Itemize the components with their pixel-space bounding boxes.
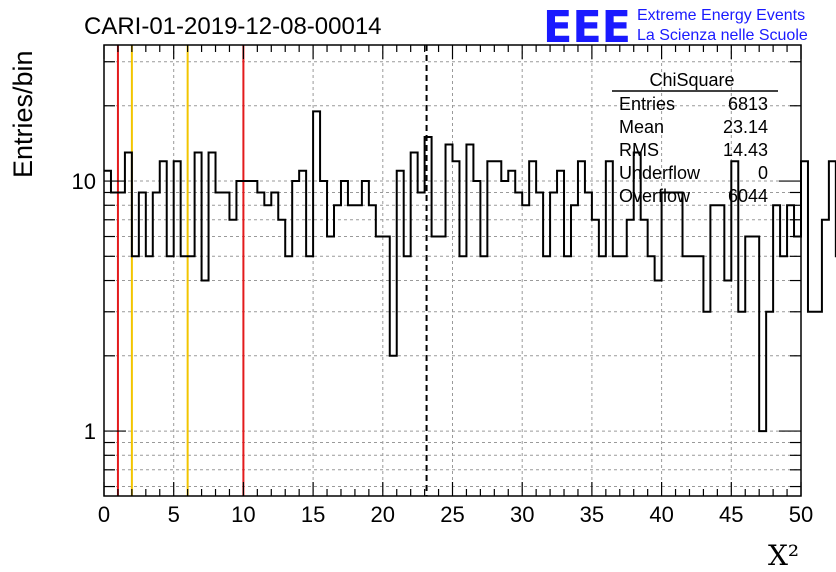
x-tick-label: 45 [719, 502, 743, 527]
x-tick-label: 50 [789, 502, 813, 527]
x-tick-label: 35 [580, 502, 604, 527]
stats-value: 14.43 [723, 140, 768, 160]
stats-value: 23.14 [723, 117, 768, 137]
axis-ticks [103, 45, 802, 496]
logo-mark: EEE [543, 2, 631, 53]
x-tick-label: 30 [510, 502, 534, 527]
stats-label: Entries [619, 94, 675, 114]
stats-label: Overflow [619, 186, 691, 206]
x-tick-label: 25 [440, 502, 464, 527]
stats-label: RMS [619, 140, 659, 160]
logo-line-1: Extreme Energy Events [637, 7, 805, 24]
histogram-series [104, 110, 836, 433]
x-tick-label: 0 [98, 502, 110, 527]
grid-lines [104, 45, 801, 496]
stats-label: Underflow [619, 163, 701, 183]
stats-name: ChiSquare [649, 70, 734, 90]
x-tick-labels: 0 5 10 15 20 25 30 35 40 45 50 [98, 502, 813, 527]
stats-value: 6813 [728, 94, 768, 114]
stats-label: Mean [619, 117, 664, 137]
y-axis-title: Entries/bin [8, 50, 38, 178]
stats-box: ChiSquare Entries 6813 Mean 23.14 RMS 14.43 Un… [612, 70, 778, 206]
x-axis-title: X² [768, 539, 799, 572]
x-tick-label: 15 [301, 502, 325, 527]
stats-value: 0 [758, 163, 768, 183]
x-tick-label: 20 [371, 502, 395, 527]
stats-value: 6044 [728, 186, 768, 206]
y-tick-label: 1 [84, 419, 96, 444]
eee-logo: EEE Extreme Energy Events La Scienza nel… [543, 2, 808, 53]
chart-title: CARI-01-2019-12-08-00014 [84, 13, 382, 40]
x-tick-label: 40 [649, 502, 673, 527]
y-tick-labels: 1 10 [72, 169, 96, 444]
reference-lines [116, 45, 428, 496]
logo-line-2: La Scienza nelle Scuole [637, 27, 808, 44]
stats-rows: Entries 6813 Mean 23.14 RMS 14.43 Underflow 0 Ov… [619, 94, 768, 206]
x-tick-label: 10 [231, 502, 255, 527]
y-tick-label: 10 [72, 169, 96, 194]
x-tick-label: 5 [168, 502, 180, 527]
